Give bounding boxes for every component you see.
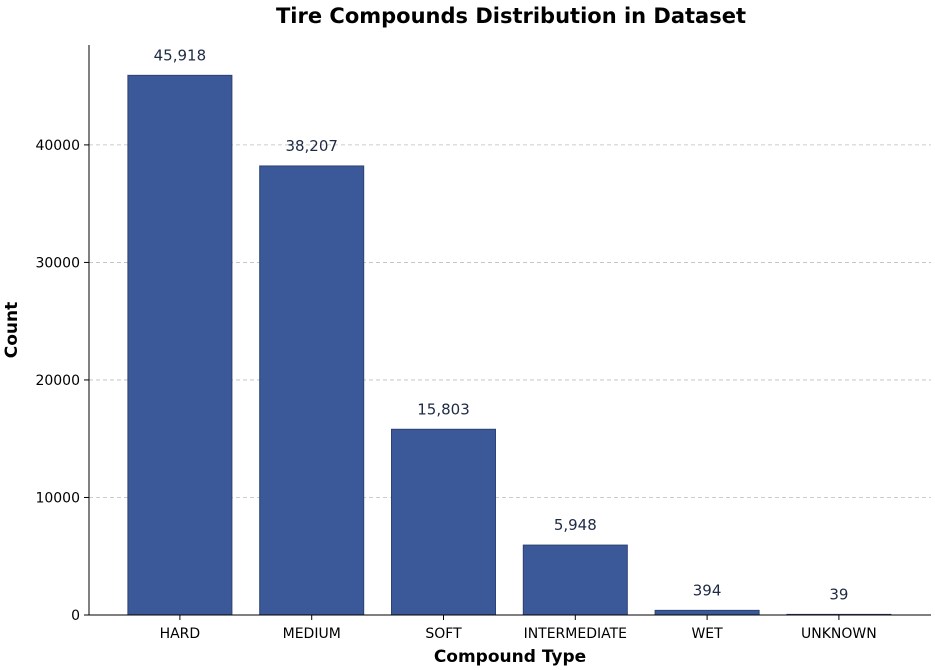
bar-hard (127, 74, 233, 616)
y-axis-ticks: 0 10000 20000 30000 40000 (35, 138, 89, 624)
x-tick-label: SOFT (425, 626, 462, 642)
y-tick-label: 40000 (35, 138, 80, 154)
x-axis-title: Compound Type (434, 647, 586, 667)
bars (127, 74, 892, 616)
data-label: 15,803 (417, 400, 470, 418)
x-tick-label: WET (691, 626, 723, 642)
data-label: 5,948 (554, 516, 597, 534)
x-tick-label: MEDIUM (283, 626, 341, 642)
data-label: 39 (829, 586, 848, 604)
bar-medium (259, 165, 365, 616)
y-tick-label: 30000 (35, 255, 80, 271)
bar-soft (391, 428, 496, 616)
x-tick-label: INTERMEDIATE (524, 626, 627, 642)
bar-wet (654, 609, 760, 616)
chart-title: Tire Compounds Distribution in Dataset (276, 4, 746, 28)
data-label: 394 (693, 581, 722, 599)
data-labels: 45,918 38,207 15,803 5,948 394 39 (154, 46, 849, 603)
x-axis-ticks: HARD MEDIUM SOFT INTERMEDIATE WET UNKNOWN (160, 615, 877, 642)
x-tick-label: UNKNOWN (801, 626, 877, 642)
y-tick-label: 20000 (35, 373, 80, 389)
y-tick-label: 10000 (35, 490, 80, 506)
data-label: 38,207 (285, 137, 338, 155)
y-axis-title: Count (2, 302, 22, 359)
bar-intermediate (522, 544, 628, 616)
x-tick-label: HARD (160, 626, 201, 642)
data-label: 45,918 (154, 46, 207, 64)
y-tick-label: 0 (71, 608, 80, 624)
